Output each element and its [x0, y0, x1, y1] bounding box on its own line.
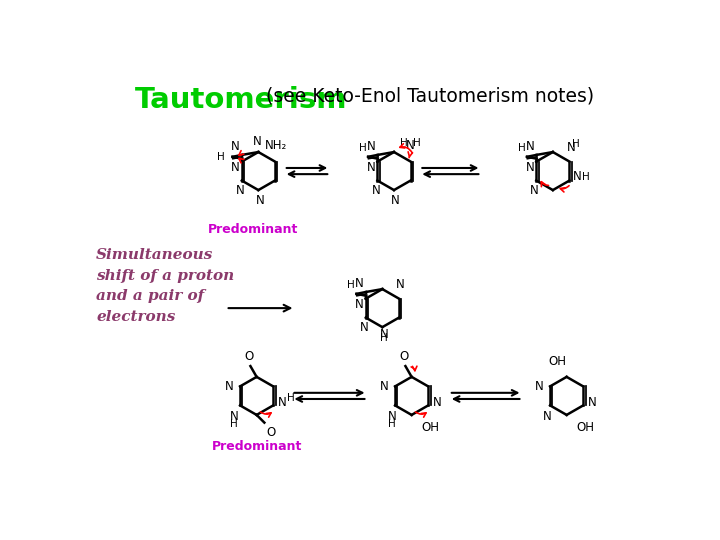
Text: H: H — [582, 172, 590, 182]
Text: H: H — [359, 143, 367, 153]
Text: O: O — [400, 350, 408, 363]
Text: H: H — [348, 280, 355, 289]
Text: O: O — [244, 350, 253, 363]
Text: N: N — [526, 161, 534, 174]
Text: N: N — [588, 396, 597, 409]
Text: H: H — [217, 152, 225, 162]
Text: H: H — [400, 138, 408, 148]
Text: N: N — [573, 170, 582, 183]
Text: H: H — [230, 419, 238, 429]
Text: N: N — [225, 380, 234, 393]
Text: N: N — [253, 135, 261, 148]
Text: H: H — [518, 143, 526, 153]
Text: N: N — [360, 321, 369, 334]
Text: N: N — [387, 410, 396, 423]
Text: Predominant: Predominant — [212, 440, 302, 453]
Text: Simultaneous
shift of a proton
and a pair of
electrons: Simultaneous shift of a proton and a pai… — [96, 248, 235, 324]
Text: H: H — [572, 139, 580, 149]
Text: H: H — [380, 333, 388, 343]
Text: NH₂: NH₂ — [266, 139, 287, 152]
Text: N: N — [366, 161, 375, 174]
Text: N: N — [396, 278, 405, 291]
Text: OH: OH — [549, 355, 567, 368]
Text: H: H — [287, 393, 295, 403]
Text: N: N — [355, 276, 364, 289]
Text: N: N — [372, 185, 380, 198]
Text: N: N — [380, 380, 389, 393]
Text: N: N — [433, 396, 441, 409]
Text: Tautomerism: Tautomerism — [135, 86, 348, 114]
Text: N: N — [406, 139, 415, 152]
Text: N: N — [535, 380, 544, 393]
Text: OH: OH — [421, 421, 439, 434]
Text: N: N — [391, 194, 400, 207]
Text: N: N — [278, 396, 287, 409]
Text: H: H — [388, 419, 396, 429]
Text: N: N — [379, 328, 388, 341]
Text: N: N — [366, 139, 375, 153]
Text: N: N — [526, 139, 534, 153]
Text: Predominant: Predominant — [207, 222, 298, 235]
Text: N: N — [543, 410, 552, 423]
Text: O: O — [266, 426, 276, 438]
Text: N: N — [567, 141, 575, 154]
Text: OH: OH — [576, 421, 594, 434]
Text: N: N — [256, 194, 264, 207]
Text: N: N — [355, 298, 364, 311]
Text: N: N — [231, 161, 240, 174]
Text: N: N — [230, 410, 238, 423]
Text: N: N — [531, 185, 539, 198]
Text: H: H — [413, 138, 420, 148]
Text: N: N — [231, 139, 240, 153]
Text: N: N — [236, 185, 245, 198]
Text: (see Keto-Enol Tautomerism notes): (see Keto-Enol Tautomerism notes) — [261, 86, 595, 105]
